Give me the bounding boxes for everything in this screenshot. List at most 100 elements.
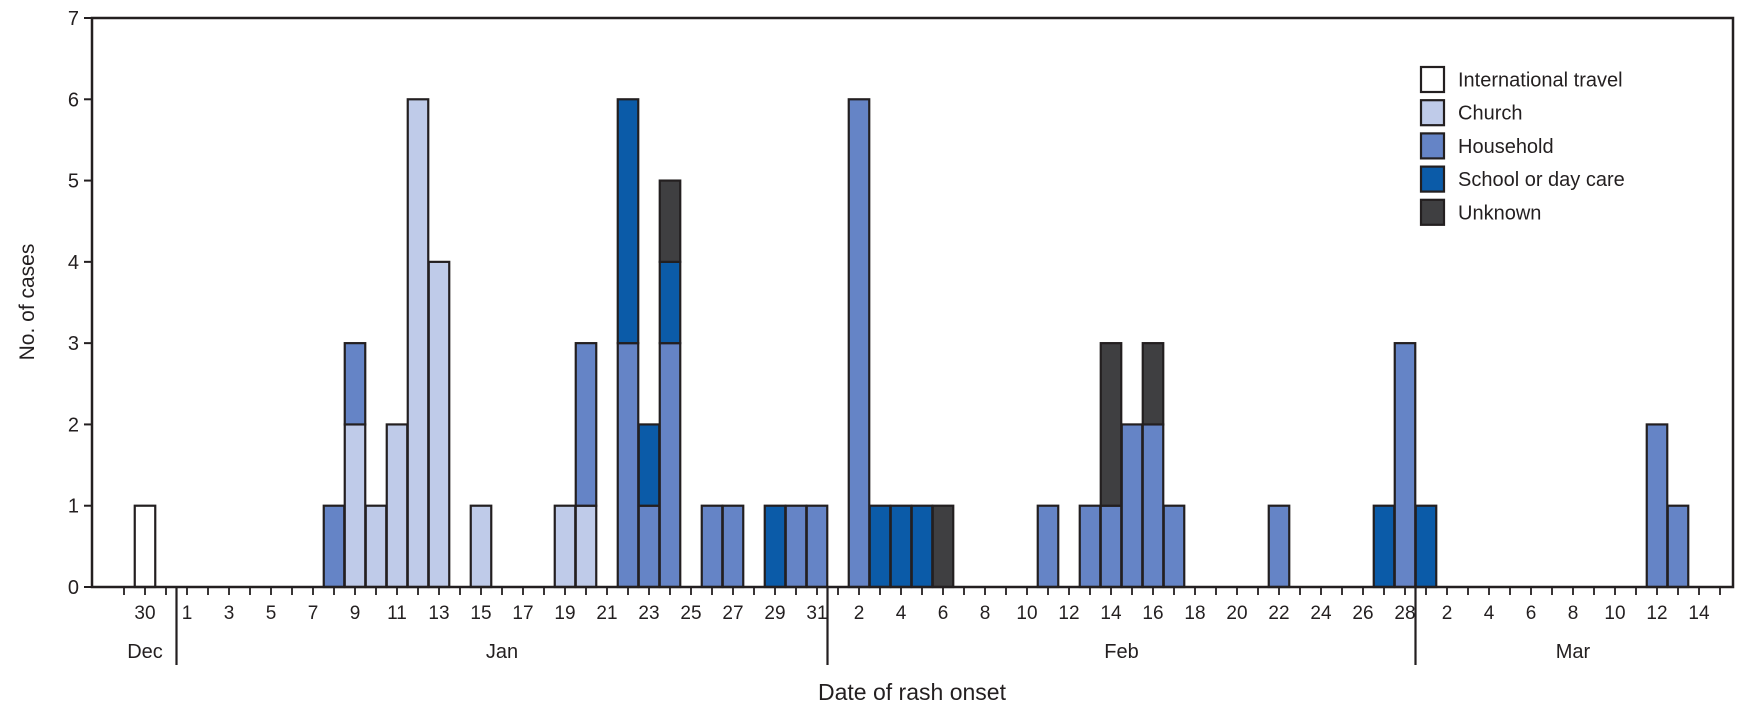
bar-segment-church [406,98,430,589]
x-tick-label: 25 [680,603,701,624]
x-tick-label: 20 [1226,603,1247,624]
x-tick-label: 29 [764,603,785,624]
x-tick-label: 12 [1058,603,1079,624]
x-tick-label: 14 [1100,603,1122,624]
bar-segment-household [1645,423,1669,589]
bar-segment-school-or-day-care [1372,504,1396,589]
x-tick-label: 31 [806,603,827,624]
bar-segment-church [469,504,493,589]
legend-swatch-unknown [1419,198,1446,226]
plot-frame [90,16,1735,589]
x-tick-label: 28 [1394,603,1415,624]
bar-segment-school-or-day-care [1414,504,1438,589]
y-tick-label: 5 [68,171,79,193]
month-label: Jan [486,641,518,663]
bar-segment-household [322,504,346,589]
bar-segment-unknown [1141,342,1165,426]
y-tick-label: 3 [68,333,79,355]
bar-segment-household [805,504,829,589]
x-tick-label: 27 [722,603,743,624]
x-tick-label: 10 [1016,603,1037,624]
x-tick-label: 15 [470,603,491,624]
bar-segment-church [427,260,451,589]
legend-label-international-travel: International travel [1458,70,1623,92]
month-label: Feb [1104,641,1138,663]
bar-segment-household [1099,504,1123,589]
x-tick-label: 8 [980,603,991,624]
month-label: Mar [1556,641,1591,663]
y-tick-label: 2 [68,414,79,436]
bar-segment-church [574,504,598,589]
bar-segment-school-or-day-care [637,423,661,507]
x-tick-label: 24 [1310,603,1332,624]
x-tick-label: 23 [638,603,659,624]
bar-segment-school-or-day-care [868,504,892,589]
bar-segment-international-travel [133,504,157,589]
x-tick-label: 8 [1568,603,1579,624]
bar-segment-unknown [1099,342,1123,507]
bar-segment-household [658,342,682,589]
y-tick-label: 4 [68,252,79,274]
bar-segment-school-or-day-care [763,504,787,589]
x-tick-label: 6 [938,603,949,624]
x-tick-label: 10 [1604,603,1625,624]
y-tick-label: 1 [68,496,79,518]
bar-segment-household [1162,504,1186,589]
y-axis: 0 1 2 3 4 5 6 7 [68,8,92,599]
bar-segment-household [1036,504,1060,589]
x-tick-label: 13 [428,603,449,624]
bar-segment-household [1666,504,1690,589]
bar-segment-household [1267,504,1291,589]
x-tick-label: 17 [512,603,533,624]
legend-label-household: Household [1458,136,1554,158]
bar-segment-household [847,98,871,589]
bar-segment-household [616,342,640,589]
x-tick-label: 1 [182,603,193,624]
legend-swatch-church [1419,99,1446,127]
x-tick-label: 22 [1268,603,1289,624]
x-tick-label: 11 [387,603,407,624]
legend-label-church: Church [1458,103,1522,125]
legend: International travel Church Household Schoo… [1419,65,1625,226]
legend-swatch-school-or-day-care [1419,165,1446,193]
x-tick-label: 4 [896,603,907,624]
legend-label-unknown: Unknown [1458,202,1541,224]
x-tick-label: 6 [1526,603,1537,624]
x-tick-label: 2 [1442,603,1453,624]
x-tick-label: 30 [134,603,155,624]
x-axis-title: Date of rash onset [818,679,1007,705]
x-tick-label: 26 [1352,603,1373,624]
y-tick-label: 0 [68,577,79,599]
bar-segment-church [385,423,409,589]
x-tick-label: 19 [554,603,575,624]
x-tick-label: 12 [1646,603,1667,624]
bar-segment-household [721,504,745,589]
x-tick-label: 3 [224,603,235,624]
bar-segment-school-or-day-care [889,504,913,589]
bar-segment-household [637,504,661,589]
x-tick-label: 4 [1484,603,1495,624]
x-tick-label: 18 [1184,603,1205,624]
month-label: Dec [127,641,163,663]
bar-segment-household [574,342,598,507]
bar-segment-household [784,504,808,589]
legend-label-school-or-day-care: School or day care [1458,169,1625,191]
bar-segment-church [553,504,577,589]
x-axis: 30 1 3 5 7 9 11 13 15 17 19 21 23 25 27 29 31 2 4 6 8 10 12 14 1… [123,587,1721,665]
bar-segment-school-or-day-care [658,260,682,345]
bar-segment-household [1120,423,1144,589]
bar-segment-unknown [658,179,682,263]
x-tick-label: 2 [854,603,865,624]
legend-swatch-household [1419,132,1446,160]
legend-swatch-international-travel [1419,65,1446,94]
y-tick-label: 7 [68,8,79,30]
x-tick-label: 7 [308,603,319,624]
bar-segment-household [1393,342,1417,589]
bar-segment-household [343,342,367,426]
bar-segment-household [1078,504,1102,589]
bars-layer [133,98,1690,589]
bar-segment-household [1141,423,1165,589]
y-axis-title: No. of cases [16,244,39,361]
x-tick-label: 16 [1142,603,1163,624]
